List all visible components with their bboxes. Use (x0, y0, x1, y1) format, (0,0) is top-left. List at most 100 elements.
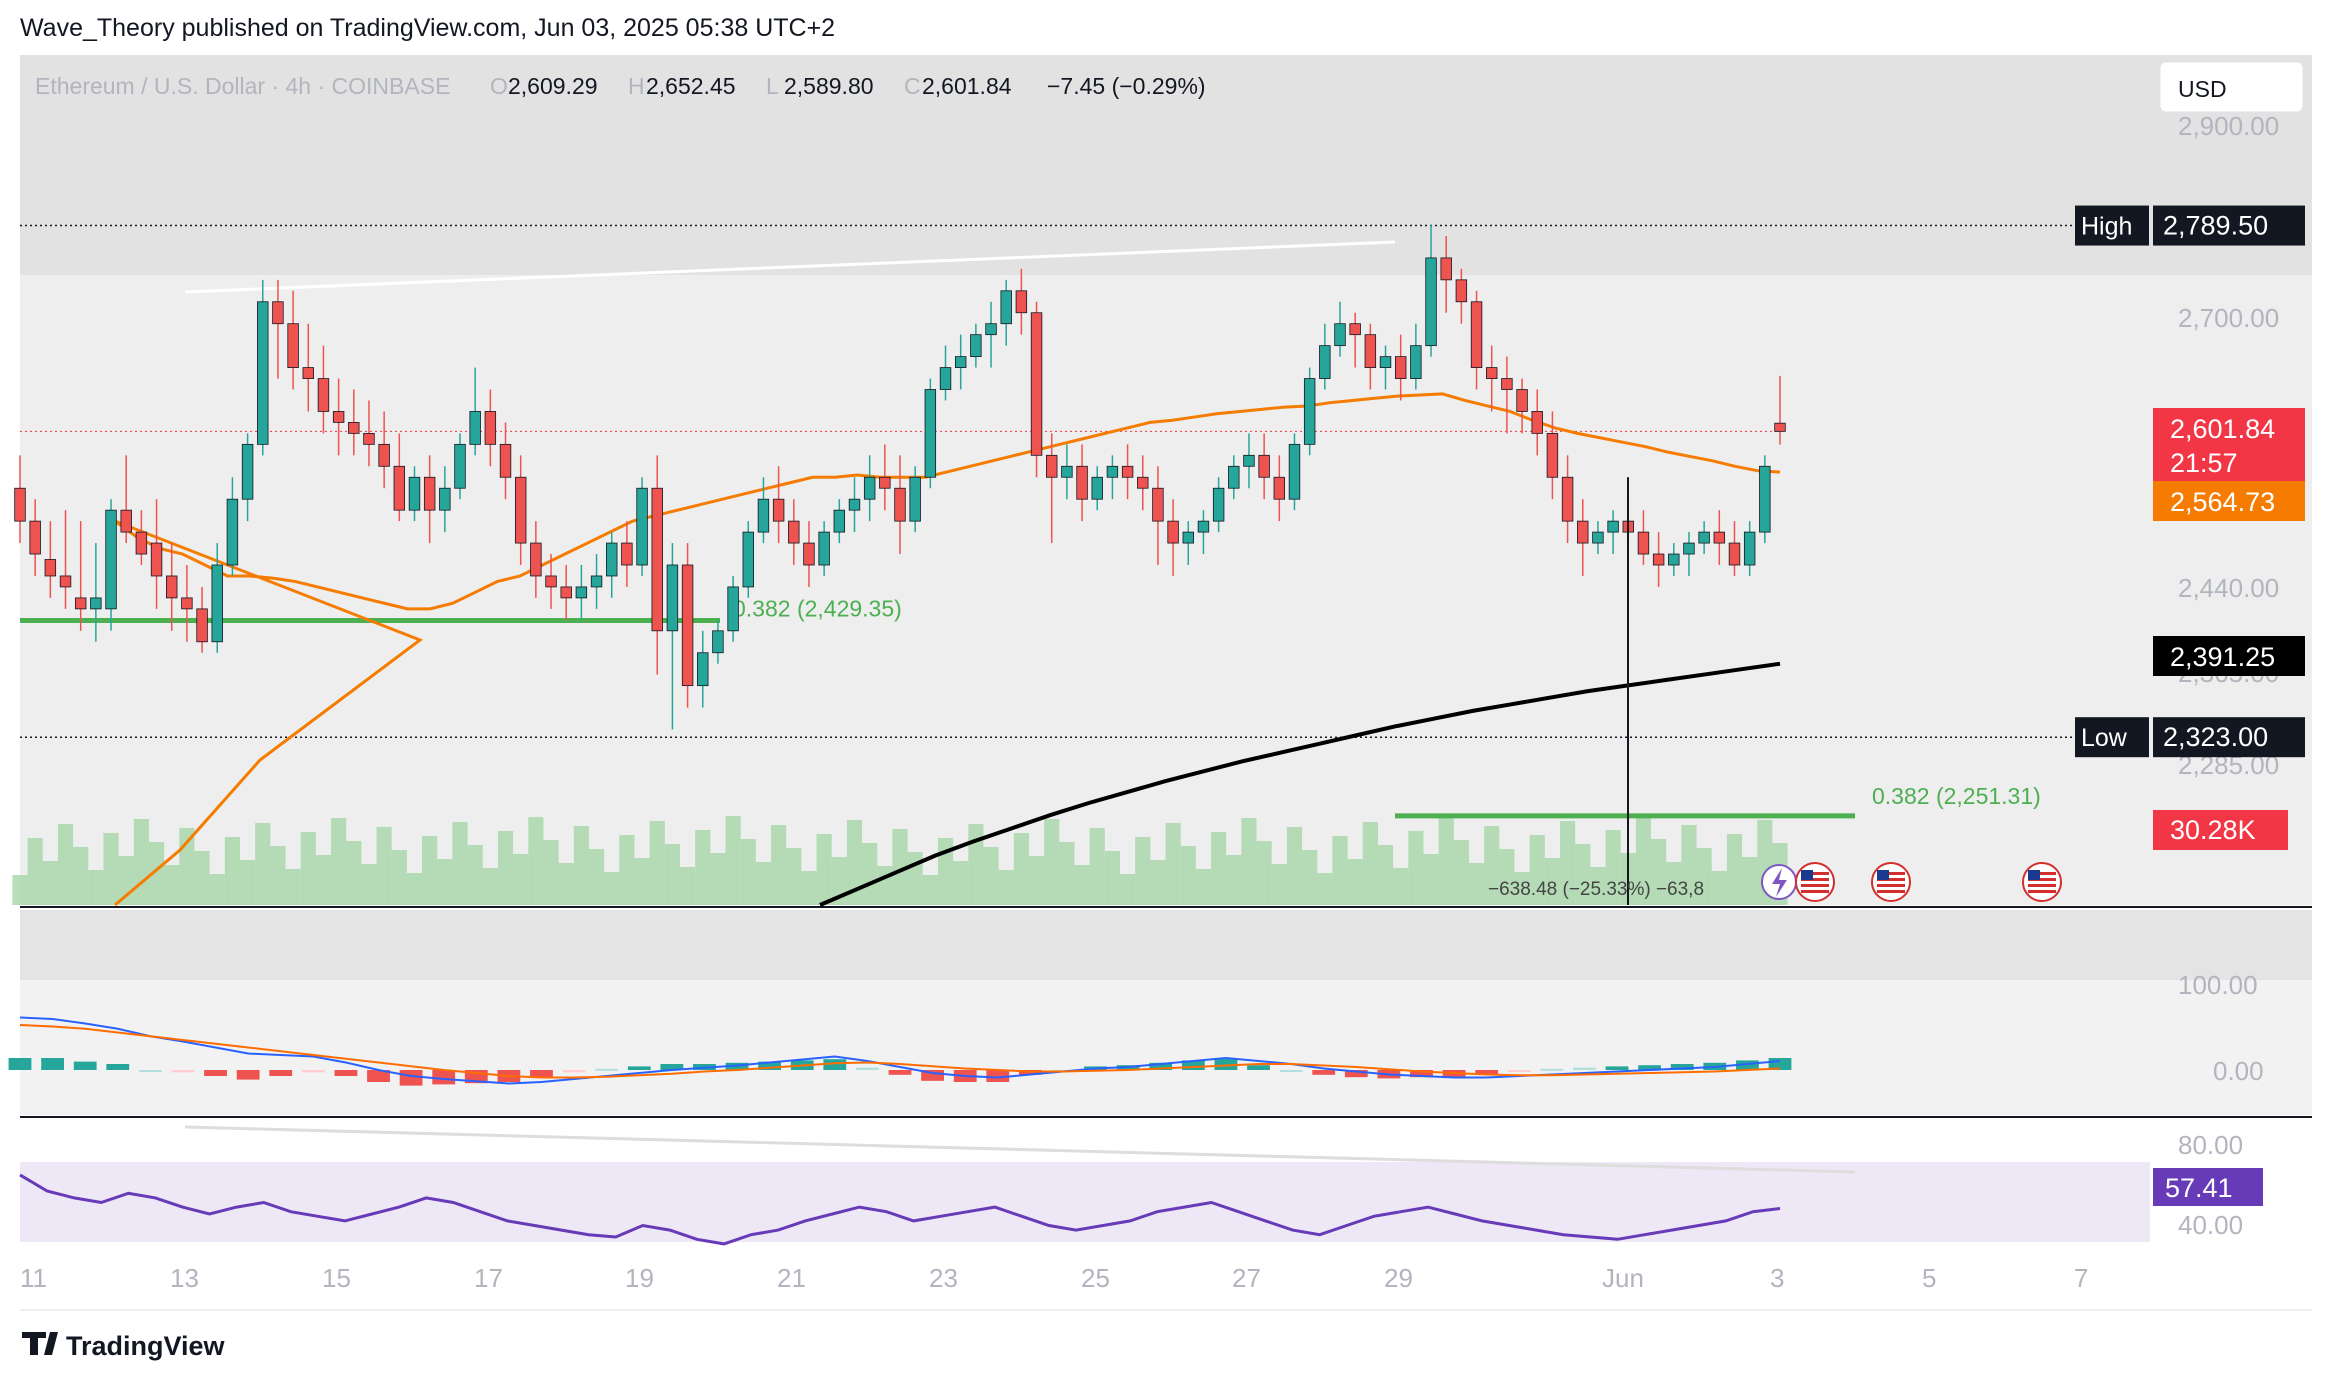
volume-bar (968, 824, 984, 905)
flag-stripe (1877, 890, 1905, 893)
volume-bar (1028, 856, 1045, 905)
volume-bar (148, 842, 165, 905)
candle-body (241, 443, 254, 500)
volume-bar (1332, 836, 1348, 905)
volume-bar (740, 839, 756, 905)
candle-body (1713, 531, 1726, 544)
macd-histogram-bar (1736, 1060, 1759, 1070)
time-axis-tick: 5 (1922, 1263, 1936, 1293)
macd-histogram-bar (595, 1068, 619, 1071)
candle-body (863, 476, 876, 500)
volume-bar (88, 870, 104, 905)
candle-body (439, 487, 451, 511)
us-flag-icon[interactable] (1795, 862, 1835, 902)
candle-body (727, 586, 739, 632)
candle-body (939, 367, 952, 390)
candle-body (1410, 345, 1422, 379)
macd-histogram-bar (1279, 1070, 1303, 1072)
macd-histogram-bar (334, 1070, 358, 1076)
us-flag-icon[interactable] (1871, 862, 1911, 902)
measure-label: −638.48 (−25.33%) −63,8 (1488, 879, 1704, 900)
legend-open: 2,609.29 (508, 73, 598, 99)
candle-body (606, 542, 618, 577)
price-axis-tick: 2,700.00 (2178, 303, 2279, 333)
legend-low: 2,589.80 (784, 73, 874, 99)
candle-body (924, 389, 937, 478)
macd-histogram-bar (367, 1070, 390, 1082)
candle-body (1076, 465, 1088, 500)
volume-bar (437, 859, 453, 905)
rsi-axis-tick: 40.00 (2178, 1210, 2243, 1240)
volume-bar (588, 849, 605, 905)
volume-bar (27, 838, 43, 905)
macd-histogram-bar (758, 1061, 782, 1070)
last-price-countdown: 21:57 (2170, 448, 2238, 478)
price-axis-tick: 2,900.00 (2178, 111, 2279, 141)
candle-body (545, 575, 557, 588)
candle-body (970, 334, 982, 358)
candle-body (514, 476, 527, 544)
candle-body (1561, 476, 1574, 522)
macd-histogram-bar (562, 1070, 586, 1073)
candle-body (393, 465, 406, 511)
legend-close: 2,601.84 (922, 73, 1012, 99)
publisher-header: Wave_Theory published on TradingView.com… (20, 14, 836, 42)
candle-body (818, 531, 830, 566)
candle-body (29, 520, 41, 555)
flag-stripe (2028, 884, 2056, 887)
volume-bar (1256, 841, 1272, 905)
volume-bar (1013, 833, 1029, 905)
legend-change: −7.45 (−0.29%) (1047, 73, 1206, 99)
candle-body (226, 498, 239, 566)
volume-bar (315, 855, 332, 905)
macd-histogram-bar (138, 1070, 162, 1072)
flag-stripe (1801, 878, 1829, 881)
volume-bar (983, 847, 999, 905)
candle-body (697, 652, 709, 687)
time-axis-tick: 3 (1770, 1263, 1784, 1293)
volume-value: 30.28K (2170, 815, 2256, 845)
macd-histogram-bar (1214, 1058, 1238, 1070)
candle-body (636, 487, 648, 566)
macd-histogram-bar (986, 1070, 1010, 1082)
candle-body (196, 608, 208, 643)
legend-h-label: H (628, 73, 645, 99)
price-axis-tick: 2,440.00 (2178, 573, 2279, 603)
candle-body (1486, 367, 1498, 379)
time-axis-tick: 25 (1081, 1263, 1110, 1293)
candle-body (1121, 465, 1134, 478)
macd-histogram-bar (1410, 1070, 1433, 1078)
legend-c-label: C (904, 73, 921, 99)
volume-bar (57, 824, 74, 905)
candle-body (1455, 279, 1468, 303)
candle-body (1046, 454, 1058, 478)
volume-bar (1484, 826, 1500, 905)
macd-histogram-bar (921, 1070, 944, 1081)
volume-bar (194, 851, 210, 905)
macd-pane-shade (20, 910, 2312, 980)
last-price-tag (2153, 408, 2305, 486)
volume-bar (1590, 867, 1606, 905)
lightning-icon[interactable] (1761, 864, 1797, 900)
volume-bar (376, 827, 392, 905)
us-flag-icon[interactable] (2022, 862, 2062, 902)
volume-bar (862, 843, 878, 905)
legend-o-label: O (490, 73, 508, 99)
flag-canton (2028, 870, 2040, 880)
macd-histogram-bar (1507, 1070, 1531, 1072)
volume-bar (497, 831, 514, 905)
flag-stripe (1801, 884, 1829, 887)
candle-body (1197, 520, 1210, 533)
volume-bar (1362, 822, 1378, 905)
macd-histogram-bar (1181, 1060, 1205, 1070)
volume-bar (1120, 874, 1136, 905)
volume-bar (649, 821, 665, 905)
high-tag-label: High (2081, 213, 2132, 241)
currency-button[interactable] (2159, 61, 2304, 113)
volume-bar (1347, 859, 1363, 905)
volume-bar (816, 834, 832, 905)
volume-bar (467, 845, 483, 905)
candle-body (1106, 465, 1119, 478)
volume-bar (179, 828, 195, 905)
